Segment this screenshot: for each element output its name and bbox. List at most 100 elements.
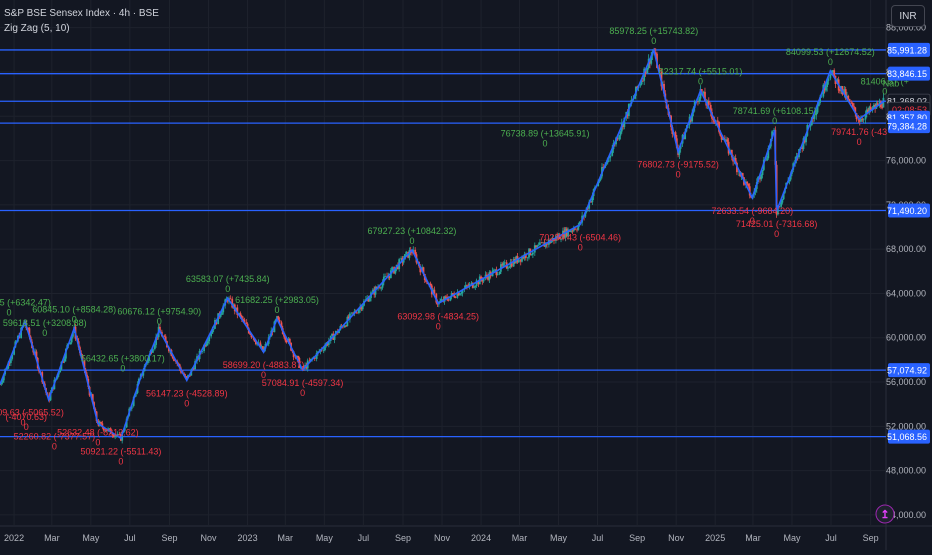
candle-body bbox=[510, 262, 513, 267]
candle-body bbox=[192, 368, 195, 370]
candle-body bbox=[464, 285, 467, 289]
pivot-low-label: 72633.54 (-9684.20) bbox=[712, 206, 794, 216]
x-tick-label: Nov bbox=[201, 533, 218, 543]
pivot-bar-index: 0 bbox=[772, 116, 777, 126]
price-badge-label: 51,068.56 bbox=[887, 432, 927, 442]
candle-body bbox=[9, 358, 12, 363]
candle-body bbox=[400, 258, 402, 260]
candle-body bbox=[846, 95, 848, 99]
candle-body bbox=[815, 112, 818, 116]
candle-body bbox=[295, 355, 298, 358]
candle-body bbox=[726, 139, 729, 142]
candle-body bbox=[780, 202, 782, 207]
price-badge[interactable] bbox=[888, 119, 930, 134]
pivot-high-label: 67927.23 (+10842.32) bbox=[368, 226, 457, 236]
candle-body bbox=[397, 264, 399, 269]
candle-body bbox=[211, 329, 214, 334]
candle-body bbox=[104, 430, 107, 431]
candle-body bbox=[495, 269, 498, 276]
price-badge[interactable] bbox=[888, 363, 930, 378]
candle-body bbox=[700, 89, 703, 94]
candle-body bbox=[517, 259, 520, 263]
candle-body bbox=[288, 338, 291, 343]
candle-body bbox=[550, 240, 553, 243]
currency-button[interactable]: INR bbox=[891, 5, 925, 27]
candle-body bbox=[862, 119, 865, 121]
pivot-low-label: 52260.82 (-7377.57) bbox=[14, 431, 96, 441]
candle-body bbox=[384, 276, 387, 278]
candle-body bbox=[872, 104, 875, 108]
price-badge[interactable] bbox=[888, 42, 930, 57]
x-tick-label: Mar bbox=[278, 533, 294, 543]
candle-body bbox=[843, 89, 846, 95]
candle-body bbox=[503, 262, 506, 264]
x-tick-label: Nov bbox=[434, 533, 451, 543]
candle-body bbox=[480, 276, 482, 280]
pivot-low-label: 63092.98 (-4834.25) bbox=[397, 312, 479, 322]
candle-body bbox=[405, 251, 408, 255]
candle-body bbox=[539, 242, 541, 245]
price-badge-label: 85,991.28 bbox=[887, 45, 927, 55]
price-badge-label: 57,074.92 bbox=[887, 366, 927, 376]
candle-body bbox=[847, 95, 850, 99]
candle-body bbox=[678, 148, 681, 155]
candle-body bbox=[231, 298, 234, 308]
x-tick-label: Sep bbox=[162, 533, 178, 543]
pivot-bar-index: 0 bbox=[157, 316, 162, 326]
pivot-low-label: 56147.23 (-4528.89) bbox=[146, 388, 228, 398]
pivot-bar-index: 0 bbox=[42, 328, 47, 338]
candle-body bbox=[440, 299, 443, 301]
y-tick-label: 56,000.00 bbox=[886, 377, 926, 387]
pivot-bar-index: 0 bbox=[274, 305, 279, 315]
candle-body bbox=[524, 253, 527, 258]
pivot-high-label: 81406.57 (+ bbox=[861, 77, 909, 87]
price-badge-label: 79,384.28 bbox=[887, 122, 927, 132]
candle-body bbox=[712, 118, 715, 120]
price-badge[interactable] bbox=[888, 429, 930, 444]
pivot-bar-index: 0 bbox=[184, 398, 189, 408]
candle-body bbox=[116, 433, 119, 436]
candle-body bbox=[760, 174, 763, 180]
pivot-bar-index: 0 bbox=[578, 242, 583, 252]
candle-body bbox=[0, 382, 3, 385]
candle-body bbox=[844, 89, 847, 99]
candle-body bbox=[444, 296, 447, 298]
candle-body bbox=[576, 229, 578, 231]
pivot-low-label: 52632.48 (-8212.62) bbox=[57, 427, 139, 437]
candle-body bbox=[333, 334, 336, 340]
tradingview-logo-icon[interactable]: ↥ bbox=[875, 504, 895, 524]
candle-body bbox=[809, 125, 812, 127]
pivot-bar-index: 0 bbox=[120, 363, 125, 373]
pivot-bar-index: 0 bbox=[750, 216, 755, 226]
zigzag-line[interactable] bbox=[0, 47, 886, 440]
candle-body bbox=[105, 430, 108, 431]
candle-body bbox=[91, 394, 94, 403]
pivot-bar-index: 0 bbox=[543, 138, 548, 148]
candle-body bbox=[447, 299, 450, 301]
candle-body bbox=[208, 336, 211, 342]
price-axis[interactable]: 44,000.00 48,000.00 52,000.00 56,000.00 60,0… bbox=[886, 23, 931, 520]
candle-body bbox=[171, 356, 174, 359]
x-tick-label: Jul bbox=[124, 533, 136, 543]
indicator-title[interactable]: Zig Zag (5, 10) bbox=[4, 23, 70, 34]
candle-body bbox=[805, 135, 807, 143]
candle-body bbox=[324, 346, 326, 351]
candle-body bbox=[833, 70, 836, 76]
candle-body bbox=[832, 70, 834, 73]
candle-body bbox=[419, 266, 422, 273]
candle-body bbox=[734, 157, 737, 163]
pivot-low-label: 70234.43 (-6504.46) bbox=[539, 232, 621, 242]
candle-body bbox=[720, 135, 723, 140]
candle-body bbox=[867, 109, 869, 113]
candle-body bbox=[640, 80, 643, 85]
candle-body bbox=[379, 287, 381, 289]
candle-body bbox=[716, 120, 719, 122]
candle-body bbox=[618, 135, 621, 140]
price-badge[interactable] bbox=[888, 203, 930, 218]
time-axis[interactable]: 2022 Mar May Jul Sep Nov 2023 Mar May Jul Sep Nov 20… bbox=[4, 533, 879, 543]
candle-body bbox=[6, 368, 8, 370]
candle-body bbox=[460, 293, 463, 294]
price-badge[interactable] bbox=[888, 66, 930, 81]
pivot-low-label: (-4070.63) bbox=[5, 412, 47, 422]
